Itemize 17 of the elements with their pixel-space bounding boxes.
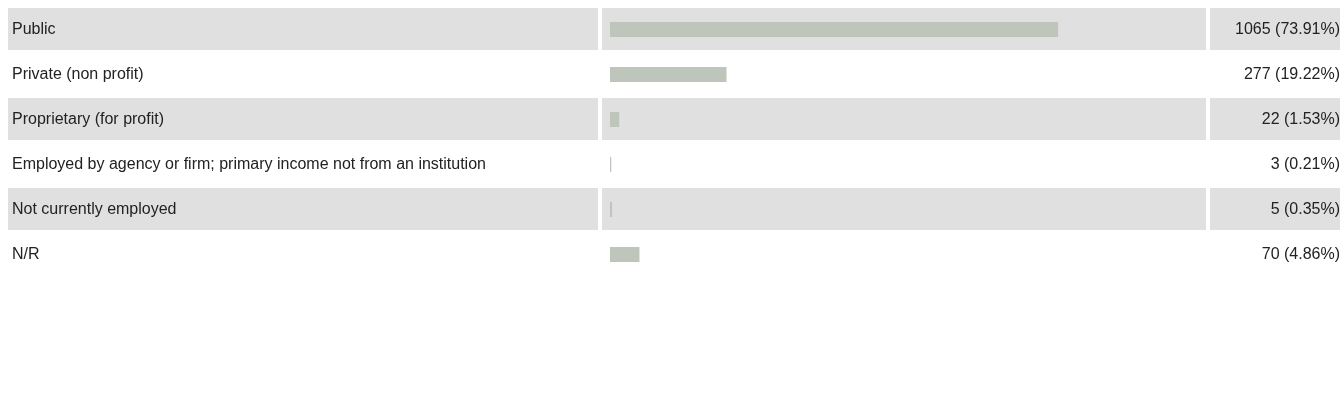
- data-label: 277 (19.22%): [1242, 64, 1340, 84]
- y-tick-label: Private (non profit): [11, 64, 145, 84]
- bar: [610, 111, 620, 127]
- bar: [610, 246, 640, 262]
- data-label: 1065 (73.91%): [1210, 8, 1340, 50]
- data-label: 3 (0.21%): [1269, 154, 1340, 174]
- y-tick-label: Public: [8, 8, 598, 50]
- bar: [610, 66, 727, 82]
- data-label: 70 (4.86%): [1260, 244, 1340, 264]
- y-tick-label: N/R: [11, 244, 41, 264]
- y-tick-label: Employed by agency or firm; primary income not from an institution: [11, 154, 487, 174]
- bar: [610, 201, 613, 217]
- y-tick-label: Proprietary (for profit): [8, 98, 598, 140]
- data-label: 22 (1.53%): [1210, 98, 1340, 140]
- y-tick-label: Not currently employed: [8, 188, 598, 230]
- bar: [610, 21, 1059, 37]
- data-label: 5 (0.35%): [1210, 188, 1340, 230]
